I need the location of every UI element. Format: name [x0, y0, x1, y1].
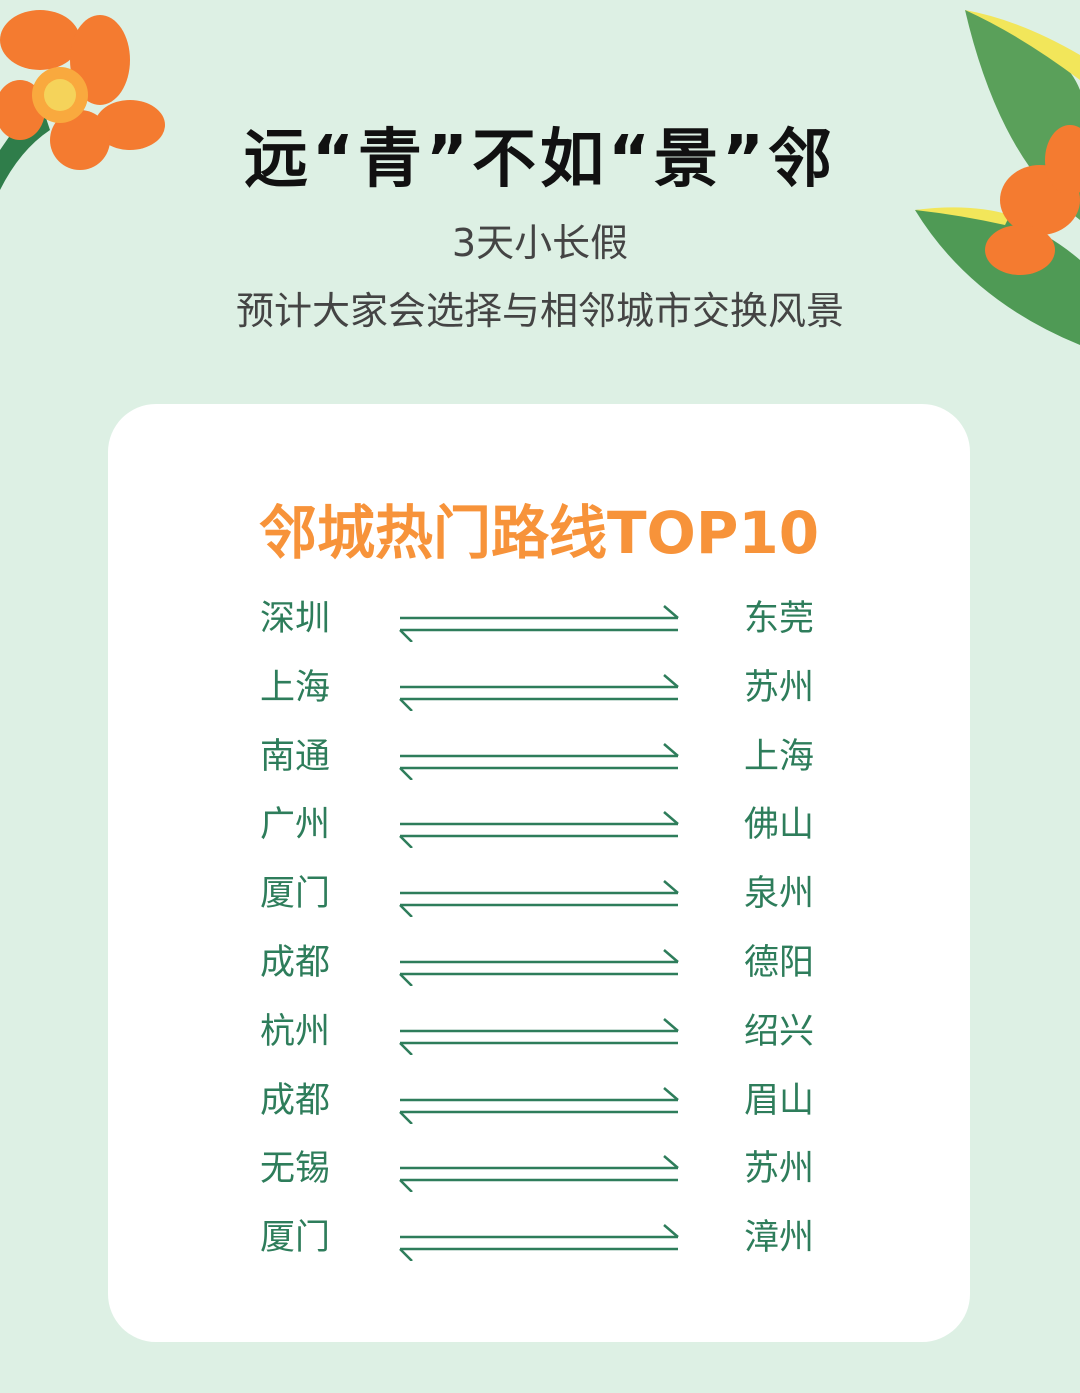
page-title: 远“青”不如“景”邻 — [243, 123, 837, 197]
route-row: 厦门 泉州 — [108, 869, 970, 919]
route-to-city: 苏州 — [744, 1149, 815, 1190]
route-from-city: 厦门 — [260, 874, 331, 915]
route-from-city: 深圳 — [260, 599, 331, 639]
route-row: 南通 上海 — [108, 732, 970, 782]
route-from-city: 广州 — [260, 805, 331, 846]
two-way-arrow-icon — [399, 1155, 679, 1193]
route-to-city: 苏州 — [744, 667, 815, 708]
route-to-city: 漳州 — [744, 1218, 815, 1259]
route-from-city: 上海 — [260, 667, 331, 708]
two-way-arrow-icon — [399, 949, 679, 986]
two-way-arrow-icon — [399, 880, 679, 918]
route-to-city: 上海 — [744, 736, 815, 777]
route-to-city: 眉山 — [744, 1080, 815, 1121]
subtitle-holiday: 3天小长假 — [451, 221, 629, 265]
route-row: 杭州 绍兴 — [108, 1007, 970, 1057]
route-from-city: 杭州 — [260, 1011, 331, 1052]
route-row: 成都 眉山 — [108, 1076, 970, 1126]
route-from-city: 成都 — [260, 943, 331, 983]
card-title: 邻城热门路线TOP10 — [258, 499, 820, 567]
route-from-city: 南通 — [260, 736, 331, 777]
routes-card: 邻城热门路线TOP10 深圳 东莞 上海 苏州 南通 上海 广州 佛山 厦门 泉州 成都 德阳 杭州 绍兴… — [108, 404, 970, 1342]
leaf-decoration-right — [915, 10, 1080, 345]
route-from-city: 成都 — [260, 1080, 331, 1121]
route-row: 成都 德阳 — [108, 938, 970, 988]
route-from-city: 厦门 — [260, 1218, 331, 1259]
two-way-arrow-icon — [399, 742, 679, 780]
two-way-arrow-icon — [399, 811, 679, 849]
two-way-arrow-icon — [399, 673, 679, 711]
route-row: 深圳 东莞 — [108, 594, 970, 644]
route-to-city: 绍兴 — [744, 1011, 815, 1052]
subtitle-description: 预计大家会选择与相邻城市交换风景 — [235, 289, 844, 333]
route-row: 上海 苏州 — [108, 663, 970, 713]
two-way-arrow-icon — [399, 1224, 679, 1262]
two-way-arrow-icon — [399, 605, 679, 642]
two-way-arrow-icon — [399, 1017, 679, 1055]
two-way-arrow-icon — [399, 1086, 679, 1124]
route-row: 厦门 漳州 — [108, 1213, 970, 1263]
route-from-city: 无锡 — [260, 1149, 331, 1190]
route-row: 无锡 苏州 — [108, 1144, 970, 1194]
route-to-city: 德阳 — [744, 943, 815, 983]
route-row: 广州 佛山 — [108, 800, 970, 850]
route-to-city: 佛山 — [744, 805, 815, 846]
flower-decoration-left — [0, 10, 165, 190]
route-to-city: 东莞 — [744, 599, 815, 639]
route-to-city: 泉州 — [744, 874, 815, 915]
